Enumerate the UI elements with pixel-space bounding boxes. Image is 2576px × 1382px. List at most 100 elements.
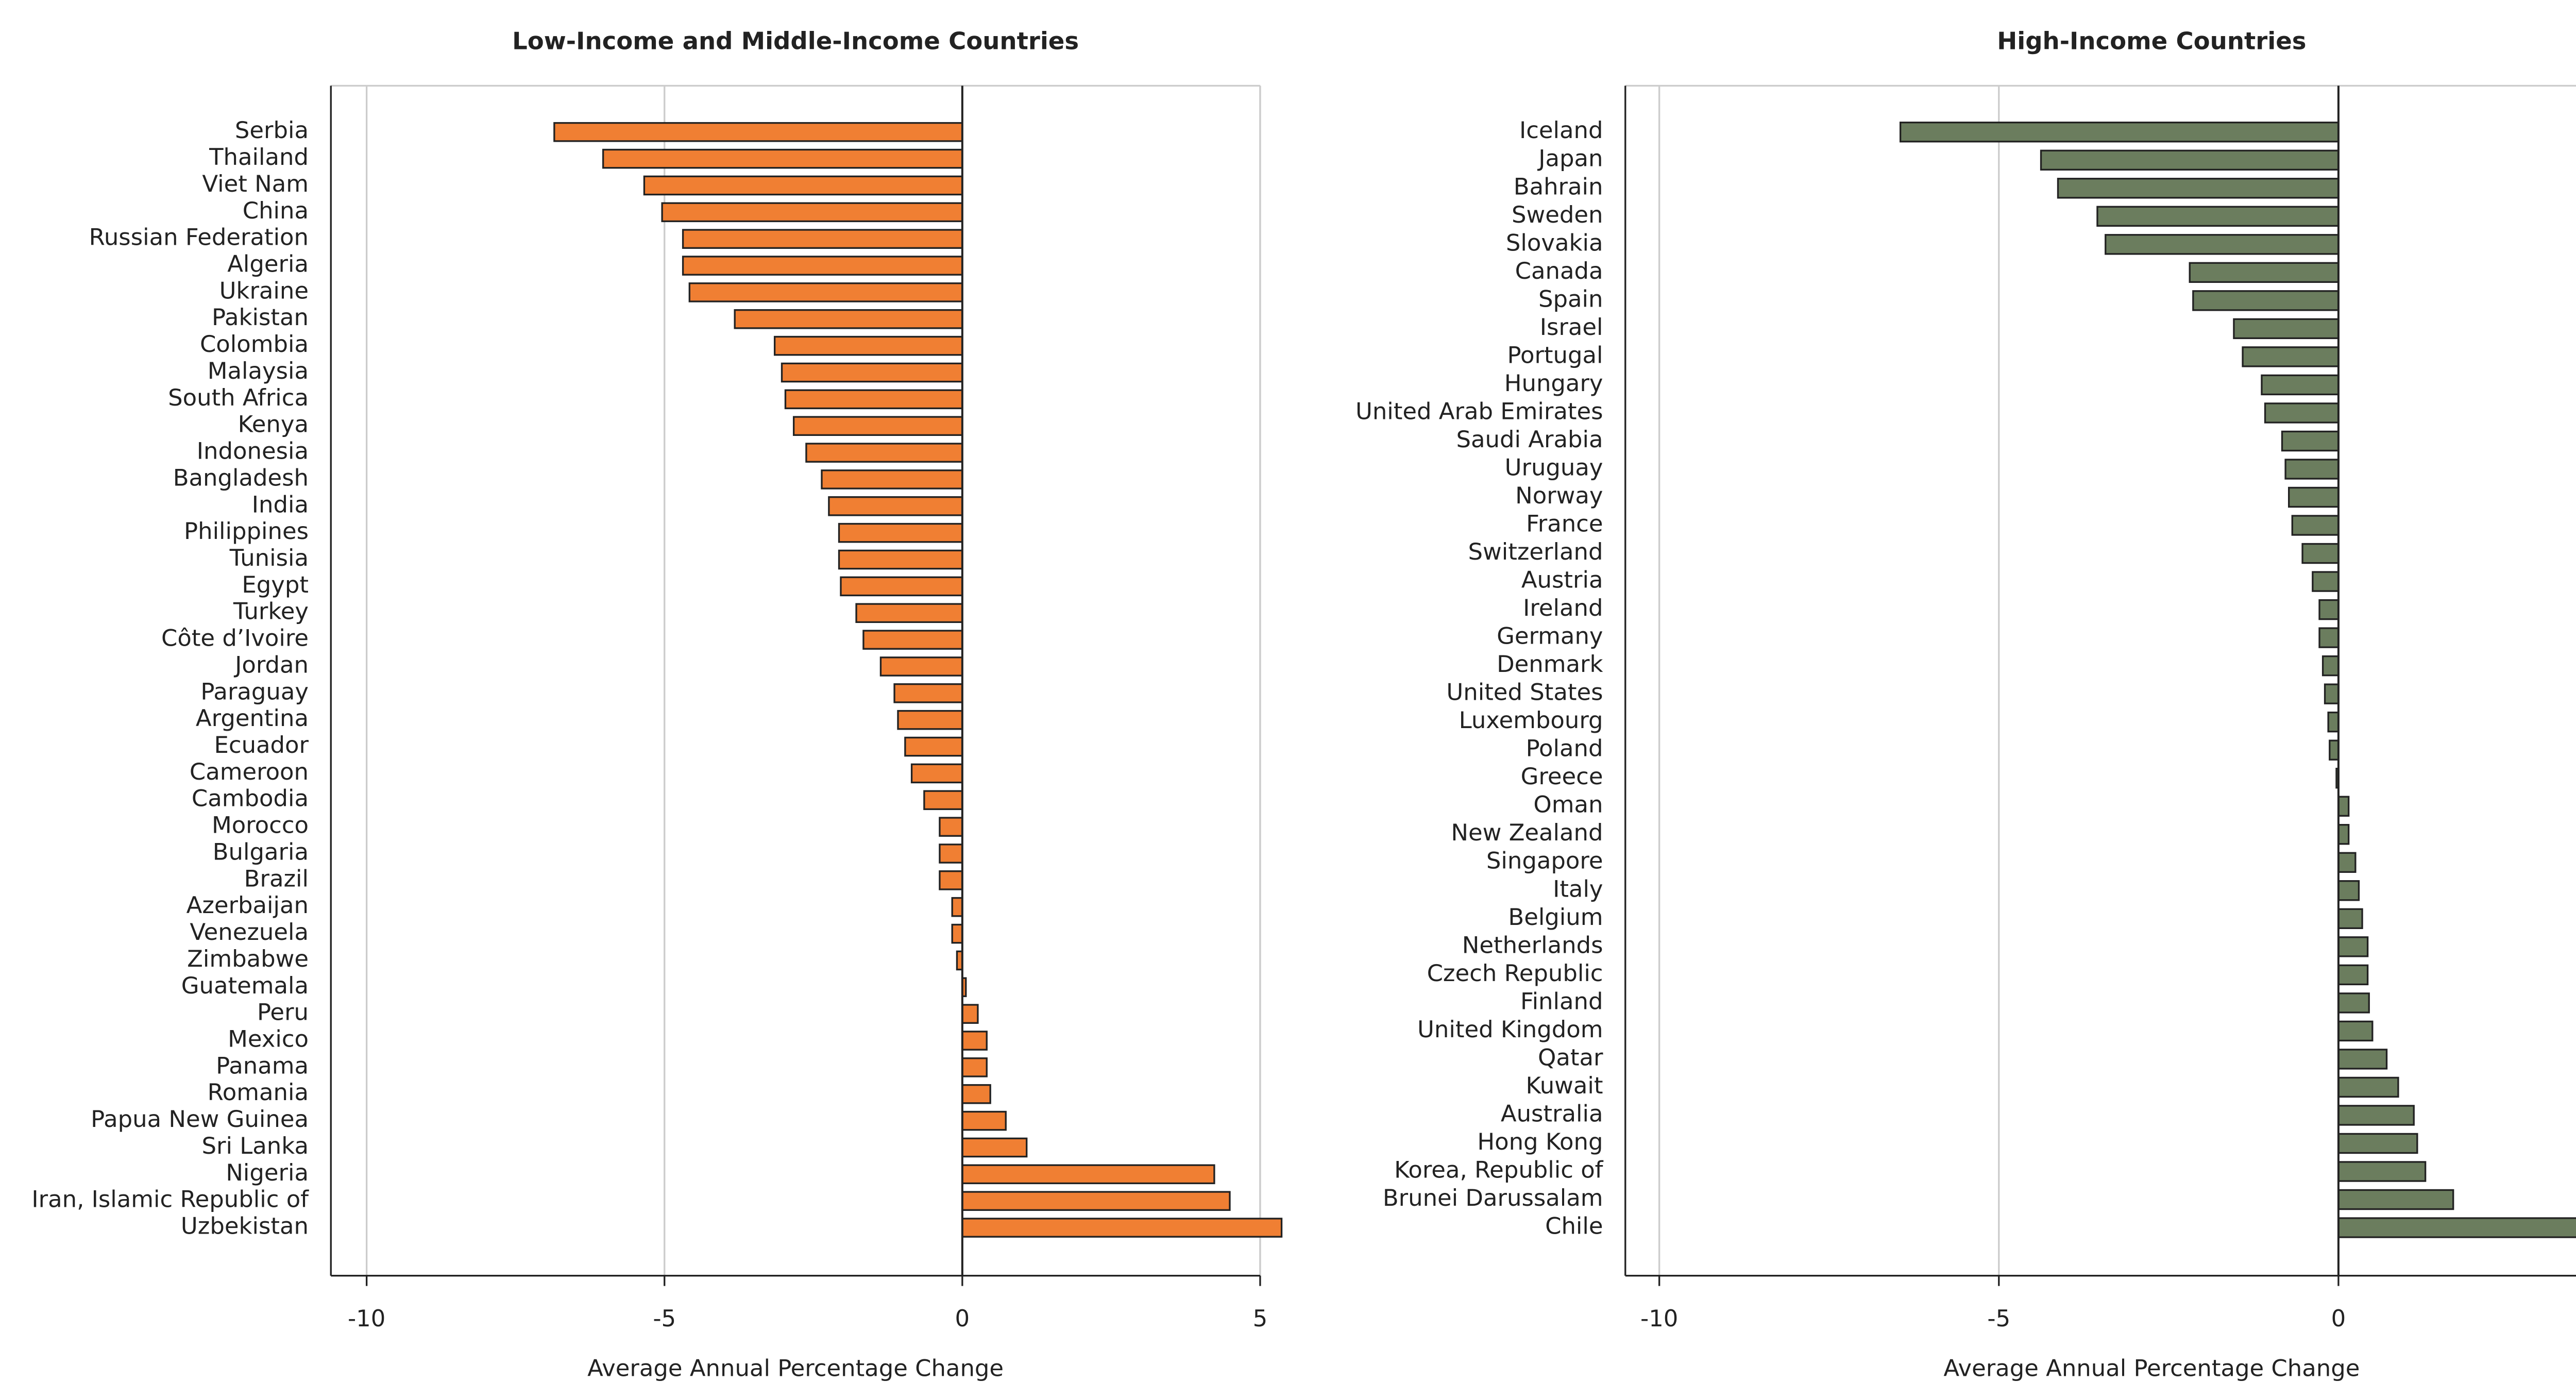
y-tick-label: Mexico xyxy=(228,1025,309,1052)
y-tick-label: United Arab Emirates xyxy=(1355,397,1603,425)
bar xyxy=(961,1164,1215,1185)
y-tick-label: Poland xyxy=(1526,735,1603,762)
bar xyxy=(961,1057,988,1077)
bar xyxy=(855,603,963,623)
y-tick-label: Turkey xyxy=(233,598,309,625)
y-tick-label: Paraguay xyxy=(200,678,309,705)
y-tick-label: Austria xyxy=(1521,566,1603,594)
y-tick-label: Israel xyxy=(1540,313,1603,341)
y-tick-label: Thailand xyxy=(209,143,309,171)
bar xyxy=(2337,852,2357,873)
y-tick-label: Ukraine xyxy=(219,277,309,304)
bar xyxy=(682,229,963,249)
y-tick-label: Nigeria xyxy=(226,1159,309,1186)
y-tick-label: Tunisia xyxy=(229,544,309,571)
bar xyxy=(2105,234,2340,255)
y-tick-label: Belgium xyxy=(1508,903,1603,931)
bar xyxy=(828,496,963,516)
bar xyxy=(2337,1161,2427,1182)
y-tick-label: Saudi Arabia xyxy=(1456,426,1603,453)
y-tick-label: Jordan xyxy=(233,651,309,678)
bar xyxy=(2337,880,2360,901)
bar xyxy=(2192,290,2340,311)
bar xyxy=(688,282,963,302)
bar xyxy=(2337,992,2370,1014)
y-tick-label: Netherlands xyxy=(1462,931,1603,958)
y-tick-label: Cambodia xyxy=(192,785,309,812)
x-tick-label: 5 xyxy=(1253,1305,1268,1332)
y-tick-label: New Zealand xyxy=(1451,819,1603,846)
y-tick-label: Uzbekistan xyxy=(181,1212,309,1240)
x-axis-label: Average Annual Percentage Change xyxy=(1943,1355,2360,1382)
x-tick-label: -10 xyxy=(1640,1305,1678,1332)
bar xyxy=(961,1084,991,1104)
y-tick-label: Luxembourg xyxy=(1459,706,1603,734)
chart-title: High-Income Countries xyxy=(1997,27,2306,55)
bar xyxy=(2337,1133,2418,1154)
bar xyxy=(2324,683,2340,704)
y-tick-label: Uruguay xyxy=(1505,453,1603,481)
y-tick-label: South Africa xyxy=(168,384,309,411)
y-tick-label: Bulgaria xyxy=(213,838,309,865)
bar xyxy=(2337,936,2369,957)
y-tick-label: Peru xyxy=(257,999,309,1026)
x-tick-label: 0 xyxy=(2331,1305,2346,1332)
bar xyxy=(2321,655,2340,677)
bar xyxy=(951,923,963,944)
bar xyxy=(838,549,963,570)
bar xyxy=(2281,430,2340,452)
bar xyxy=(2040,149,2340,171)
bar xyxy=(661,202,963,223)
bar xyxy=(2337,824,2350,845)
bar xyxy=(2096,206,2340,227)
bar xyxy=(862,630,963,650)
x-axis-label: Average Annual Percentage Change xyxy=(587,1355,1004,1382)
y-tick-label: Zimbabwe xyxy=(187,945,309,972)
bar xyxy=(602,148,963,169)
y-tick-label: Switzerland xyxy=(1468,538,1603,565)
y-tick-label: Chile xyxy=(1545,1212,1603,1240)
bar xyxy=(734,309,963,329)
y-tick-label: Bangladesh xyxy=(173,464,309,491)
y-tick-label: Portugal xyxy=(1507,341,1603,368)
y-tick-label: Qatar xyxy=(1538,1043,1603,1071)
bar xyxy=(1899,122,2340,143)
bar xyxy=(939,817,963,837)
y-tick-label: Australia xyxy=(1501,1100,1603,1127)
y-tick-label: Canada xyxy=(1515,257,1603,284)
bar xyxy=(2329,739,2340,761)
bar xyxy=(893,683,963,703)
chart-title: Low-Income and Middle-Income Countries xyxy=(512,27,1079,55)
bar xyxy=(904,736,963,757)
bar xyxy=(897,710,963,730)
bar xyxy=(2337,1049,2388,1070)
y-tick-label: Singapore xyxy=(1486,847,1603,874)
y-tick-label: Indonesia xyxy=(197,437,309,465)
bar xyxy=(961,1191,1231,1211)
y-tick-label: United States xyxy=(1446,679,1603,706)
y-tick-label: Sri Lanka xyxy=(202,1132,309,1159)
y-tick-label: Spain xyxy=(1538,285,1603,312)
bar xyxy=(784,389,963,410)
y-tick-label: Iran, Islamic Republic of xyxy=(31,1186,309,1213)
y-tick-label: Serbia xyxy=(235,116,309,144)
bar xyxy=(821,469,963,490)
bar xyxy=(2288,486,2340,508)
y-tick-label: France xyxy=(1526,510,1603,537)
bar xyxy=(643,175,963,196)
y-tick-label: Panama xyxy=(216,1052,309,1079)
bar xyxy=(2318,627,2340,648)
y-tick-label: Brazil xyxy=(244,865,309,892)
bar xyxy=(2264,402,2340,424)
y-tick-label: Ireland xyxy=(1523,594,1603,621)
y-tick-label: Bahrain xyxy=(1514,173,1603,200)
bar xyxy=(2337,1217,2576,1238)
y-tick-label: Algeria xyxy=(227,250,309,278)
bar xyxy=(2284,459,2340,480)
y-tick-label: Guatemala xyxy=(181,972,309,999)
y-tick-label: Azerbaijan xyxy=(187,891,309,919)
bar xyxy=(2337,1105,2415,1126)
bar xyxy=(2242,346,2340,367)
bar xyxy=(773,335,963,356)
